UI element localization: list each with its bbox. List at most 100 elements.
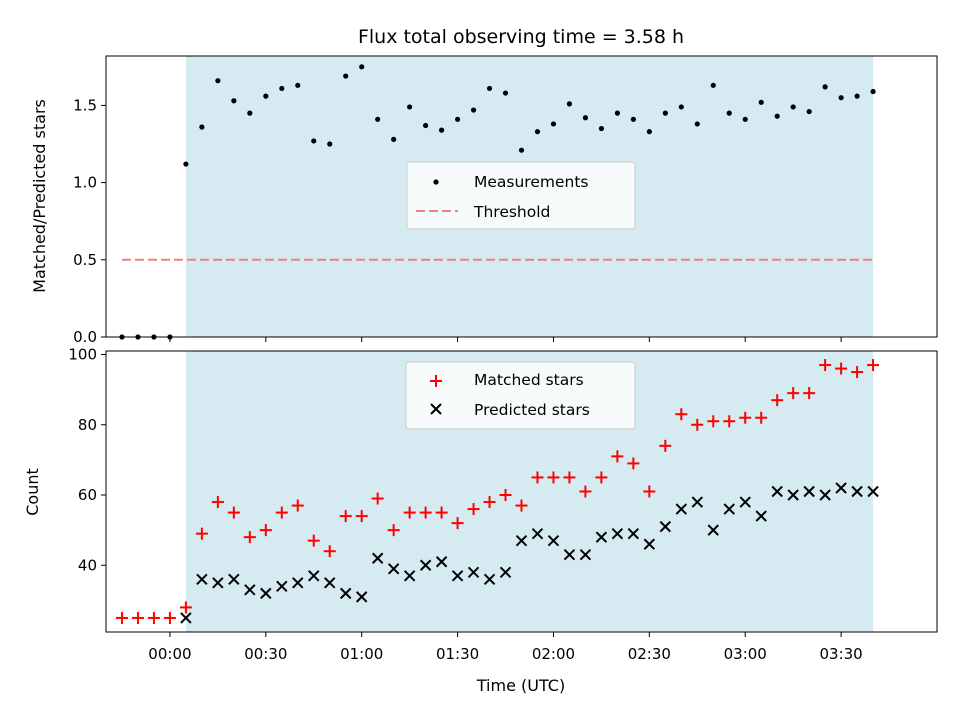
predicted-star-point <box>260 587 272 600</box>
y-tick-label: 40 <box>78 556 97 574</box>
measurement-point <box>423 122 429 129</box>
measurement-point <box>438 127 445 133</box>
matched-star-point <box>259 524 272 537</box>
top-legend-box <box>406 161 636 230</box>
matched-star-point <box>579 485 592 498</box>
matched-star-point <box>867 359 880 372</box>
predicted-star-point <box>771 485 783 498</box>
predicted-star-point <box>787 489 799 501</box>
matched-star-point <box>163 611 176 624</box>
measurement-point <box>375 116 381 122</box>
measurement-point <box>790 104 796 110</box>
measurement-point <box>806 108 812 115</box>
predicted-stars-points <box>180 482 879 624</box>
measurement-point <box>694 121 700 127</box>
matched-star-point <box>467 503 480 516</box>
y-tick-label: 80 <box>78 416 97 434</box>
matched-star-point <box>499 489 512 502</box>
matched-star-point <box>531 471 544 484</box>
measurement-point <box>183 161 189 167</box>
predicted-star-point <box>819 489 831 501</box>
predicted-star-point <box>483 573 496 586</box>
count-panel: 40 60 80 100 00:00 00:30 01:00 01:30 02:00 02:30… <box>23 346 938 695</box>
matched-star-point <box>787 387 800 400</box>
x-tick-label: 03:30 <box>819 645 862 663</box>
measurement-point <box>343 73 349 79</box>
predicted-star-point <box>675 503 688 515</box>
measurement-point <box>758 99 764 105</box>
matched-star-point <box>291 499 304 512</box>
y-tick-label: 0.5 <box>73 251 97 269</box>
matched-star-point <box>211 496 224 509</box>
measurement-point <box>854 93 860 99</box>
predicted-star-point <box>867 485 879 498</box>
measurement-point <box>247 110 253 116</box>
measurement-point <box>327 141 333 147</box>
matched-star-point <box>803 387 816 400</box>
x-tick-label: 01:00 <box>340 645 383 663</box>
measurement-point <box>742 116 748 122</box>
measurement-point <box>295 82 301 88</box>
x-tick-label: 00:00 <box>148 645 191 663</box>
predicted-star-point <box>627 527 640 540</box>
predicted-star-point <box>851 485 863 498</box>
measurement-point <box>870 88 876 95</box>
matched-star-point <box>371 492 384 505</box>
measurement-point <box>391 136 397 142</box>
measurement-point <box>215 78 221 84</box>
bottom-plot-frame <box>105 350 938 633</box>
top-y-axis-label: Matched/Predicted stars <box>30 99 49 293</box>
x-axis-label: Time (UTC) <box>476 676 565 695</box>
bottom-y-axis-ticks: 40 60 80 100 <box>68 346 106 574</box>
predicted-star-point <box>835 482 847 494</box>
predicted-star-point <box>691 496 703 508</box>
legend-threshold-label: Threshold <box>473 203 550 221</box>
predicted-star-point <box>324 577 336 589</box>
predicted-star-point <box>643 538 656 550</box>
measurement-point <box>550 121 557 127</box>
matched-star-point <box>243 531 256 544</box>
matched-star-point <box>515 499 528 512</box>
predicted-star-point <box>451 570 464 582</box>
predicted-star-point <box>355 591 368 603</box>
predicted-star-point <box>611 527 624 540</box>
x-tick-label: 02:00 <box>532 645 575 663</box>
predicted-star-point <box>387 563 400 575</box>
predicted-star-point <box>212 577 224 589</box>
measurement-point <box>534 129 541 135</box>
measurement-point <box>502 90 509 96</box>
measurement-point <box>407 104 413 110</box>
predicted-star-point <box>371 552 384 564</box>
matched-star-point <box>659 439 672 452</box>
predicted-star-point <box>755 510 767 522</box>
matched-star-point <box>131 611 144 624</box>
measurement-point <box>614 110 620 116</box>
predicted-star-point <box>739 496 751 508</box>
top-legend: Measurements Threshold <box>406 161 636 230</box>
measurement-point <box>279 85 285 92</box>
top-plot-frame <box>105 55 938 338</box>
matched-star-point <box>819 359 832 372</box>
y-tick-label: 100 <box>68 346 97 364</box>
predicted-star-point <box>659 520 672 533</box>
matched-star-point <box>675 408 688 421</box>
predicted-star-point <box>547 534 560 547</box>
measurement-points <box>119 64 876 340</box>
matched-star-point <box>195 527 208 540</box>
predicted-star-point <box>723 503 735 515</box>
measurement-point <box>598 125 605 132</box>
predicted-star-point <box>244 584 256 596</box>
matched-star-point <box>435 506 448 519</box>
measurement-point <box>359 64 365 70</box>
measurement-point <box>311 138 317 144</box>
matched-star-point <box>771 394 784 407</box>
y-tick-label: 1.5 <box>73 96 97 114</box>
legend-matched-marker <box>430 375 442 387</box>
predicted-star-point <box>180 612 192 624</box>
measurement-point <box>822 84 828 90</box>
predicted-star-point <box>435 556 448 568</box>
matched-stars-points <box>115 359 880 624</box>
top-y-axis-ticks: 0.0 0.5 1.0 1.5 <box>73 96 106 346</box>
matched-star-point <box>723 415 736 428</box>
predicted-star-point <box>499 566 512 578</box>
